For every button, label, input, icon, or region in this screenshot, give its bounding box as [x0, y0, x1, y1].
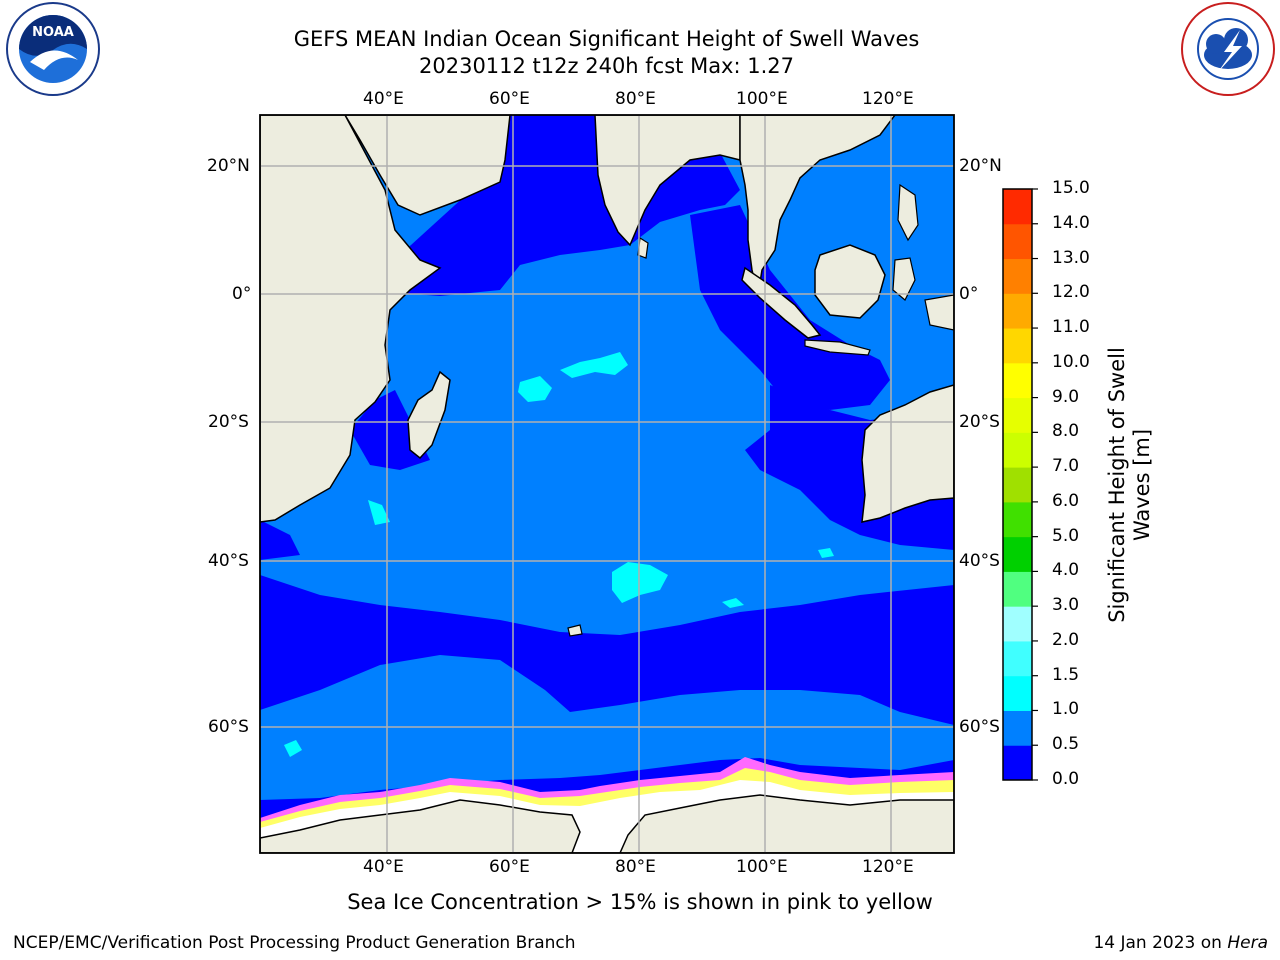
colorbar-segment — [1003, 223, 1032, 260]
lon-tick-top-100E: 100°E — [736, 89, 788, 109]
colorbar-tick-label: 5.0 — [1052, 525, 1080, 546]
colorbar-tick-label: 2.0 — [1052, 629, 1080, 650]
low-swell-west-indian — [260, 520, 300, 560]
colorbar-tick-label: 1.5 — [1052, 664, 1080, 685]
colorbar-tick-label: 0.5 — [1052, 734, 1080, 755]
lon-tick-top-60E: 60°E — [489, 89, 530, 109]
colorbar-tick-label: 7.0 — [1052, 456, 1080, 477]
lat-tick-right-60S: 60°S — [959, 717, 1000, 737]
high-swell-patch-1 — [612, 562, 668, 603]
colorbar-segment — [1003, 432, 1032, 468]
high-swell-patch-6 — [818, 548, 834, 558]
land-madagascar — [407, 370, 451, 460]
colorbar-frame — [1002, 188, 1033, 781]
colorbar-tick-label: 14.0 — [1052, 212, 1090, 233]
colorbar-segment — [1003, 258, 1032, 294]
high-swell-patch-3 — [560, 352, 628, 378]
colorbar-segment — [1003, 293, 1032, 329]
colorbar-segments — [1003, 189, 1032, 781]
high-swell-patch-7 — [722, 598, 744, 608]
colorbar-tick-label: 8.0 — [1052, 421, 1080, 442]
colorbar-tick-label: 6.0 — [1052, 490, 1080, 511]
sea-ice-note: Sea Ice Concentration > 15% is shown in … — [347, 890, 933, 914]
colorbar-tick-label: 10.0 — [1052, 351, 1090, 372]
lat-tick-left-20N: 20°N — [207, 156, 250, 176]
land-sulawesi-new-guinea — [892, 257, 954, 331]
colorbar-segment — [1003, 501, 1032, 538]
land-kerguelen — [567, 624, 583, 637]
land-australia — [861, 384, 954, 523]
colorbar-tick-label: 9.0 — [1052, 386, 1080, 407]
colorbar-segment — [1003, 710, 1032, 746]
lat-tick-right-20S: 20°S — [959, 412, 1000, 432]
lat-tick-right-0: 0° — [959, 284, 979, 304]
graticule — [260, 115, 954, 853]
noaa-logo-text: NOAA — [32, 25, 74, 40]
nws-logo — [1181, 2, 1275, 96]
lat-tick-right-20N: 20°N — [959, 156, 1002, 176]
lon-tick-bottom-80E: 80°E — [615, 857, 656, 877]
colorbar-segment — [1003, 640, 1032, 677]
lon-tick-top-120E: 120°E — [862, 89, 914, 109]
lat-tick-left-0: 0° — [232, 284, 252, 304]
land-java — [804, 339, 871, 356]
lat-tick-right-40S: 40°S — [959, 551, 1000, 571]
colorbar-tick-label: 13.0 — [1052, 247, 1090, 268]
colorbar-segment — [1003, 467, 1032, 503]
colorbar-segment — [1003, 606, 1032, 642]
lon-tick-bottom-120E: 120°E — [862, 857, 914, 877]
colorbar-segment — [1003, 745, 1032, 781]
colorbar-tick-marks — [1032, 188, 1038, 781]
chart-title: GEFS MEAN Indian Ocean Significant Heigh… — [293, 27, 920, 51]
map-content — [260, 115, 954, 853]
footer-date: 14 Jan 2023 on Hera — [1093, 933, 1268, 953]
land-borneo — [814, 244, 886, 319]
high-swell-patch-5 — [284, 740, 302, 757]
footer-date-text: 14 Jan 2023 on — [1093, 933, 1228, 953]
colorbar-tick-label: 1.0 — [1052, 699, 1080, 720]
colorbar-tick-label: 4.0 — [1052, 560, 1080, 581]
colorbar-segment — [1003, 397, 1032, 433]
colorbar-segment — [1003, 362, 1032, 399]
lat-tick-left-20S: 20°S — [208, 412, 249, 432]
footer-credit: NCEP/EMC/Verification Post Processing Pr… — [13, 933, 576, 953]
map-frame — [259, 114, 955, 854]
land-sumatra — [741, 266, 822, 339]
colorbar-segment — [1003, 328, 1032, 364]
lon-tick-bottom-40E: 40°E — [363, 857, 404, 877]
lon-tick-bottom-60E: 60°E — [489, 857, 530, 877]
high-swell-patch-2 — [518, 376, 552, 402]
colorbar-tick-label: 15.0 — [1052, 178, 1090, 198]
lon-tick-top-40E: 40°E — [363, 89, 404, 109]
lat-tick-left-60S: 60°S — [208, 717, 249, 737]
colorbar-title-line2: Waves [m] — [1130, 428, 1154, 542]
lon-tick-top-80E: 80°E — [615, 89, 656, 109]
lon-tick-bottom-100E: 100°E — [736, 857, 788, 877]
colorbar-tick-label: 12.0 — [1052, 282, 1090, 303]
colorbar-segment — [1003, 189, 1032, 225]
footer-host: Hera — [1227, 933, 1268, 953]
colorbar-tick-label: 11.0 — [1052, 317, 1090, 338]
colorbar-segment — [1003, 675, 1032, 711]
noaa-logo: NOAA — [6, 2, 100, 96]
colorbar-segment — [1003, 571, 1032, 607]
colorbar-segment — [1003, 536, 1032, 572]
land-philippines — [897, 183, 919, 242]
colorbar-tick-label: 0.0 — [1052, 769, 1080, 789]
colorbar-title-line1: Significant Height of Swell — [1105, 347, 1129, 623]
land-antarctica — [260, 794, 954, 853]
logos: NOAA — [6, 2, 1275, 96]
high-swell-patch-4 — [368, 500, 390, 525]
chart-subtitle: 20230112 t12z 240h fcst Max: 1.27 — [419, 54, 794, 78]
lat-tick-left-40S: 40°S — [208, 551, 249, 571]
colorbar-tick-label: 3.0 — [1052, 595, 1080, 616]
colorbar-title: Significant Height of Swell Waves [m] — [1105, 347, 1155, 623]
land-se-asia — [739, 115, 896, 296]
